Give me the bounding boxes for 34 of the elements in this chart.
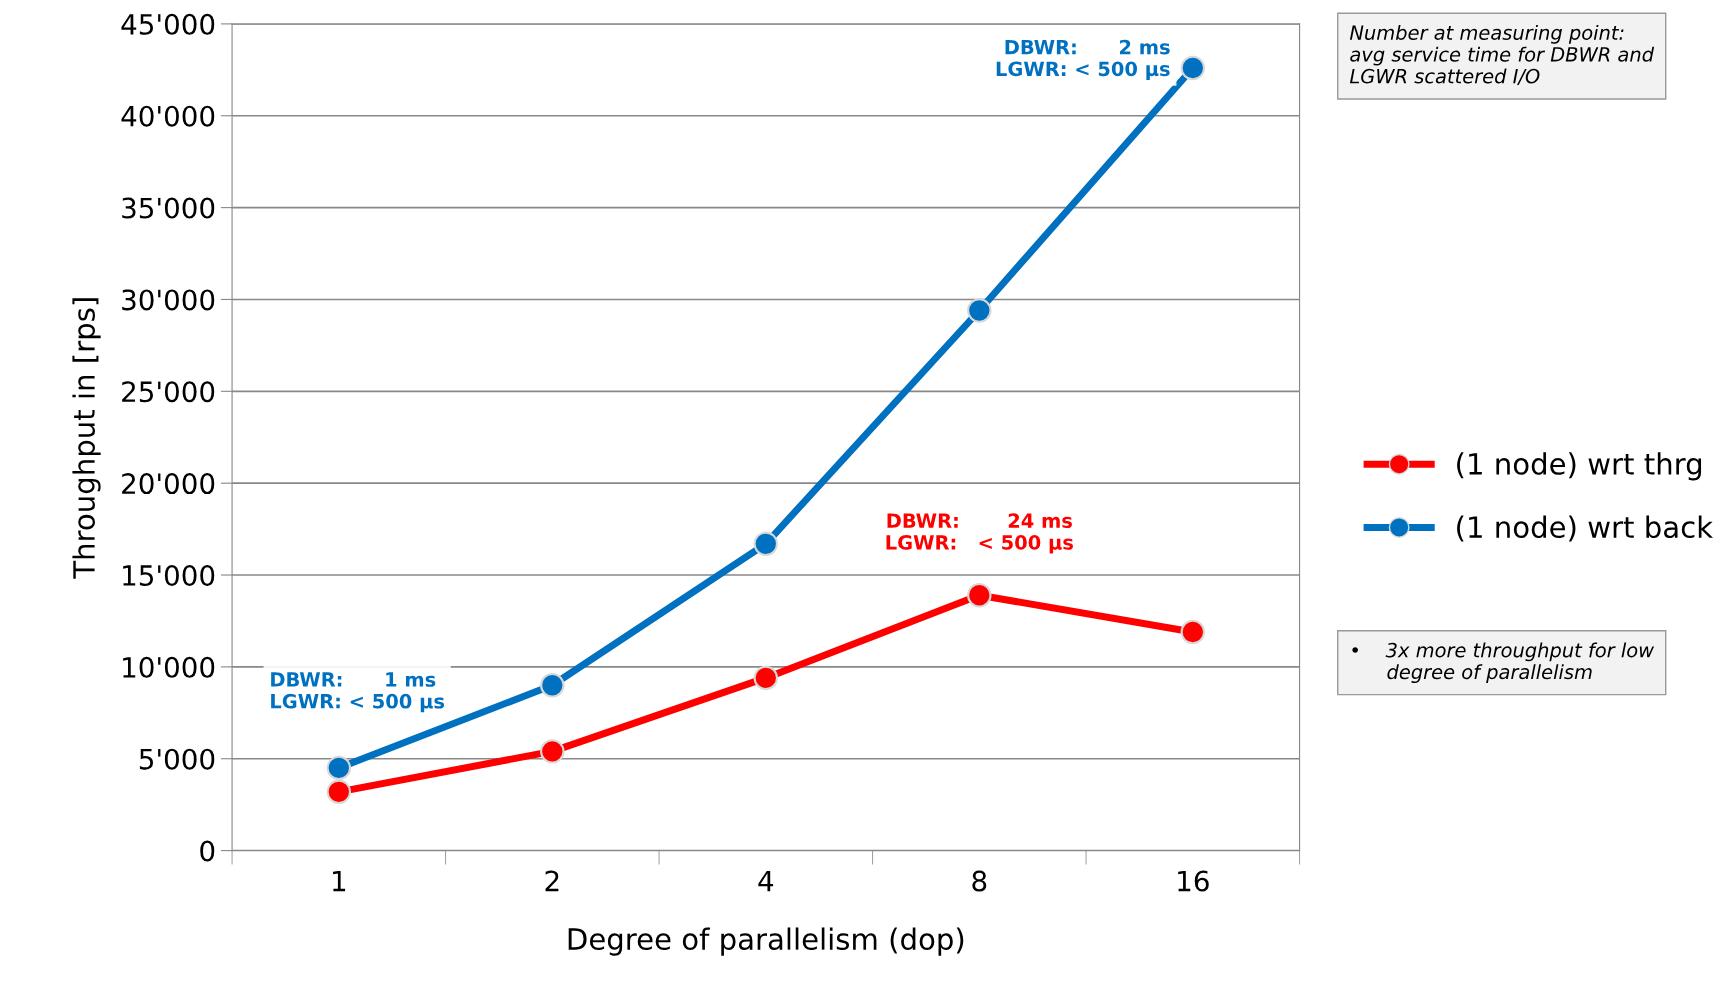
- point: [540, 673, 565, 698]
- y-tick-label: 45'000: [121, 13, 215, 35]
- legend-label: (1 node) wrt thrg: [1457, 452, 1702, 481]
- y-tick-label: 0: [200, 840, 215, 862]
- point: [753, 665, 779, 691]
- point: [326, 779, 352, 805]
- x-tick-label: 8: [972, 870, 987, 892]
- annotation: DBWR: 2 ms LGWR: < 500 µs: [996, 39, 1170, 80]
- point: [753, 531, 779, 557]
- y-tick-label: 40'000: [121, 105, 215, 127]
- x-tick-label: 1: [333, 870, 346, 892]
- point: [967, 582, 992, 608]
- point: [1180, 55, 1206, 81]
- text: Number at measuring point: avg service time for DBWR and LGWR scattered I/O: [1349, 24, 1655, 86]
- y-tick-label: 30'000: [122, 289, 215, 311]
- y-tick-label: 10'000: [123, 656, 215, 678]
- point: [1180, 619, 1206, 645]
- annotation: DBWR: 24 ms LGWR: < 500 µs: [886, 513, 1073, 554]
- x-axis-title: Degree of parallelism (dop): [568, 927, 964, 956]
- legend-label: (1 node) wrt back: [1457, 515, 1713, 542]
- y-tick-label: 15'000: [123, 564, 215, 586]
- y-axis-title: Throughput in [rps]: [72, 298, 101, 579]
- point: [967, 298, 992, 323]
- x-tick-label: 2: [545, 870, 559, 892]
- x-tick-label: 4: [758, 870, 774, 892]
- y-tick-label: 25'000: [122, 381, 215, 403]
- y-tick-label: 20'000: [122, 473, 215, 495]
- point: [540, 739, 565, 764]
- y-tick-label: 35'000: [122, 197, 215, 219]
- point: [326, 755, 352, 781]
- x-tick-label: 16: [1178, 870, 1209, 892]
- y-tick-label: 5'000: [139, 748, 215, 770]
- annotation: DBWR: 1 ms LGWR: < 500 µs: [271, 672, 445, 713]
- text: • 3x more throughput for low degree of parallelism: [1352, 642, 1655, 684]
